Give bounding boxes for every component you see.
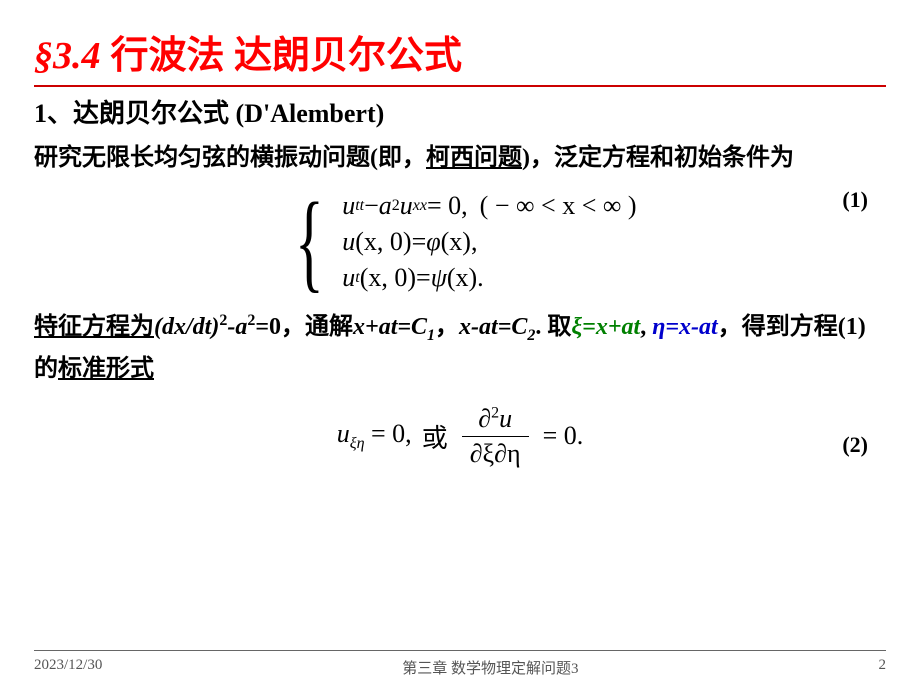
eq2-eq0: = 0, bbox=[365, 419, 412, 448]
uxx-sub: xx bbox=[413, 197, 427, 215]
equation-1: (1) { utt − a2uxx = 0,( − ∞ < x < ∞ ) u(… bbox=[34, 185, 886, 299]
eq1l2-args: (x, 0) bbox=[355, 227, 411, 257]
eq1l2-phi: φ bbox=[426, 227, 440, 257]
footer-center: 第三章 数学物理定解问题3 bbox=[402, 657, 578, 678]
eq2-u: u bbox=[337, 419, 350, 448]
utt-sub: tt bbox=[355, 197, 364, 215]
eq1l3-u: u bbox=[342, 263, 355, 293]
eq1-label: (1) bbox=[842, 187, 868, 213]
uxx-u: u bbox=[400, 191, 413, 221]
para1-pre: 研究无限长均匀弦的横振动问题(即， bbox=[34, 145, 426, 171]
eq1-minus: − bbox=[364, 191, 379, 221]
eq2-sub: ξη bbox=[350, 435, 365, 452]
paragraph-2: 特征方程为(dx/dt)2-a2=0，通解x+at=C1，x-at=C2. 取ξ… bbox=[34, 307, 886, 390]
eq2-uvar: u bbox=[499, 404, 512, 433]
subhead-paren-open: ( bbox=[236, 99, 245, 128]
para2-dot: . 取 bbox=[535, 314, 571, 340]
equation-2: (2) uξη = 0, 或 ∂2u ∂ξ∂η = 0. bbox=[34, 404, 886, 469]
para2-u2: 标准形式 bbox=[58, 356, 154, 382]
para2-sol1: x+at=C bbox=[353, 314, 427, 340]
eq1l2-eq: = bbox=[412, 227, 427, 257]
eq1-a-sup: 2 bbox=[392, 197, 400, 215]
eq1-line2: u(x, 0) = φ(x), bbox=[342, 227, 636, 257]
subhead-num: 1、 bbox=[34, 99, 73, 128]
title-text: 行波法 达朗贝尔公式 bbox=[111, 24, 463, 79]
eq2-label: (2) bbox=[842, 432, 868, 458]
eq2-content: uξη = 0, 或 ∂2u ∂ξ∂η = 0. bbox=[34, 404, 886, 469]
footer: 2023/12/30 第三章 数学物理定解问题3 2 bbox=[0, 650, 920, 678]
para2-mid2: =0，通解 bbox=[255, 314, 353, 340]
para2-comma: ， bbox=[435, 314, 459, 340]
footer-page: 2 bbox=[878, 657, 886, 678]
para2-comma2: , bbox=[640, 314, 652, 340]
eta-eq: =x-at bbox=[665, 314, 717, 340]
subhead-en: D'Alembert bbox=[244, 99, 375, 128]
left-brace-icon: { bbox=[295, 192, 324, 291]
eq2-d: ∂ bbox=[478, 404, 491, 433]
eq2-eqz: = 0. bbox=[543, 421, 584, 451]
title-row: §3.4 行波法 达朗贝尔公式 bbox=[34, 24, 886, 79]
eq1l2-u: u bbox=[342, 227, 355, 257]
section-number: §3.4 bbox=[34, 34, 101, 78]
title-underline bbox=[34, 85, 886, 87]
xi-symbol: ξ bbox=[571, 314, 582, 340]
para2-mid1: -a bbox=[227, 314, 247, 340]
eta-symbol: η bbox=[652, 314, 665, 340]
para1-underline: 柯西问题 bbox=[426, 145, 522, 171]
eq1-line1: utt − a2uxx = 0,( − ∞ < x < ∞ ) bbox=[342, 191, 636, 221]
footer-date: 2023/12/30 bbox=[34, 657, 102, 678]
eq1l2-args2: (x), bbox=[441, 227, 478, 257]
subhead-paren-close: ) bbox=[376, 99, 385, 128]
eq1l3-args2: (x). bbox=[447, 263, 484, 293]
eq2-den: ∂ξ∂η bbox=[462, 437, 529, 469]
eq1-cases: { utt − a2uxx = 0,( − ∞ < x < ∞ ) u(x, 0… bbox=[34, 185, 886, 299]
eq2-first: uξη = 0, bbox=[337, 419, 412, 453]
eq1-range: ( − ∞ < x < ∞ ) bbox=[480, 191, 637, 221]
para2-u1: 特征方程为 bbox=[34, 314, 154, 340]
eq2-fraction: ∂2u ∂ξ∂η bbox=[462, 404, 529, 469]
eq2-or: 或 bbox=[422, 418, 448, 455]
para2-sol2: x-at=C bbox=[459, 314, 527, 340]
eq1-a: a bbox=[379, 191, 392, 221]
paragraph-1: 研究无限长均匀弦的横振动问题(即，柯西问题)，泛定方程和初始条件为 bbox=[34, 138, 886, 179]
eq2-num: ∂2u bbox=[462, 404, 529, 437]
eq1l3-eq: = bbox=[416, 263, 431, 293]
para1-mid: )，泛定方程和初始条件为 bbox=[522, 145, 794, 171]
footer-rule bbox=[34, 650, 886, 651]
eq2-sup2: 2 bbox=[491, 404, 499, 421]
eq1-lines: utt − a2uxx = 0,( − ∞ < x < ∞ ) u(x, 0) … bbox=[342, 185, 636, 299]
slide: §3.4 行波法 达朗贝尔公式 1、达朗贝尔公式 (D'Alembert) 研究… bbox=[0, 0, 920, 690]
para2-char: (dx/dt) bbox=[154, 314, 219, 340]
eq1-eq0: = 0, bbox=[427, 191, 468, 221]
eq1-line3: ut(x, 0) = ψ(x). bbox=[342, 263, 636, 293]
subhead-zh: 达朗贝尔公式 bbox=[73, 99, 236, 128]
xi-eq: =x+at bbox=[582, 314, 640, 340]
eq1l3-psi: ψ bbox=[431, 263, 447, 293]
eq1l3-args: (x, 0) bbox=[360, 263, 416, 293]
footer-row: 2023/12/30 第三章 数学物理定解问题3 2 bbox=[34, 657, 886, 678]
subheading: 1、达朗贝尔公式 (D'Alembert) bbox=[34, 93, 886, 130]
para2-sub1: 1 bbox=[427, 327, 435, 344]
utt-u: u bbox=[342, 191, 355, 221]
